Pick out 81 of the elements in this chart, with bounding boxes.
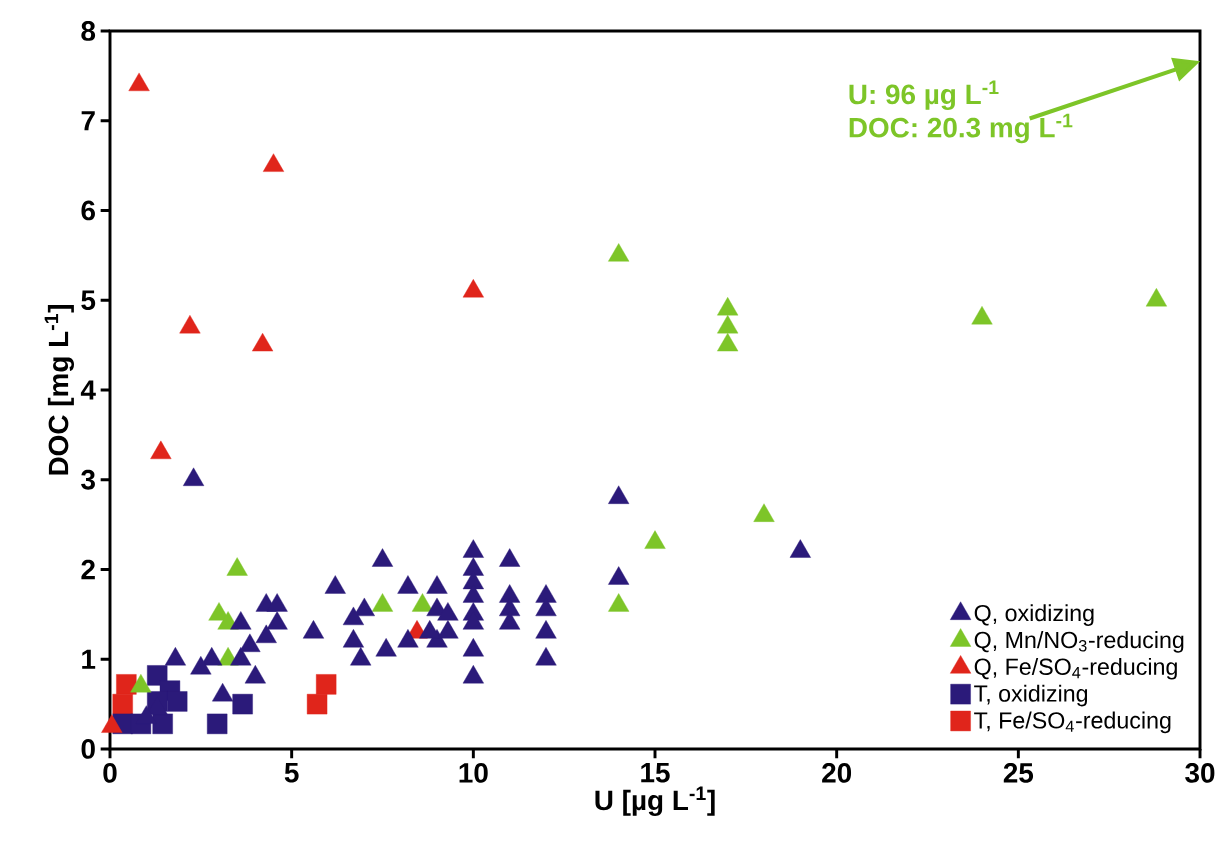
- point: [499, 548, 521, 567]
- x-tick-label: 10: [459, 763, 488, 783]
- point: [1145, 288, 1167, 307]
- x-tick-label: 0: [103, 763, 117, 783]
- point: [201, 647, 223, 666]
- point: [266, 593, 288, 612]
- point: [608, 485, 630, 504]
- point: [230, 611, 252, 630]
- point: [252, 332, 274, 352]
- point: [324, 575, 346, 594]
- point: [608, 566, 630, 585]
- point: [183, 467, 205, 486]
- point: [371, 593, 394, 612]
- point: [397, 575, 419, 594]
- point: [437, 602, 459, 621]
- point: [717, 297, 739, 316]
- point: [971, 306, 993, 325]
- point: [608, 593, 630, 612]
- point: [462, 665, 484, 684]
- point: [717, 315, 739, 334]
- point: [244, 665, 266, 684]
- point: [128, 72, 150, 92]
- point: [789, 539, 811, 558]
- annotation: DOC: 20.3 mg L$^{-1}$: [849, 113, 1073, 144]
- point: [239, 633, 261, 652]
- point: [644, 530, 666, 549]
- point: [375, 638, 397, 657]
- legend-label: Q, Mn/NO$_{3}$-reducing: [974, 631, 1184, 653]
- point: [226, 557, 248, 576]
- point: [350, 647, 372, 666]
- x-tick-label: 20: [822, 763, 852, 783]
- y-tick-label: 1: [82, 649, 96, 669]
- point: [411, 593, 434, 612]
- point: [353, 597, 375, 617]
- annotation: U: 96 µg L$^{-1}$: [849, 80, 999, 110]
- point: [255, 624, 277, 643]
- point: [342, 629, 364, 648]
- x-tick-label: 25: [1003, 763, 1034, 783]
- point: [179, 315, 201, 334]
- y-tick-label: 2: [81, 559, 95, 580]
- point: [397, 629, 419, 648]
- point: [101, 714, 123, 733]
- point: [535, 620, 557, 639]
- point: [342, 606, 364, 626]
- y-tick-label: 0: [81, 739, 95, 759]
- y-tick-label: 7: [81, 111, 95, 131]
- legend-label: T, Fe/SO$_{4}$-reducing: [974, 711, 1171, 734]
- x-tick-label: 5: [284, 763, 299, 783]
- point: [437, 620, 459, 639]
- x-axis-title: U [µg L$^{-1}$]: [595, 786, 715, 816]
- point: [535, 647, 557, 666]
- point: [230, 647, 252, 666]
- point: [608, 243, 630, 262]
- legend-label: Q, Fe/SO$_{4}$-reducing: [974, 657, 1177, 680]
- y-tick-label: 8: [81, 21, 96, 41]
- point: [717, 332, 739, 352]
- point: [499, 584, 521, 603]
- point: [150, 440, 172, 459]
- point: [262, 153, 285, 172]
- legend-label: T, oxidizing: [974, 684, 1088, 707]
- x-tick-label: 30: [1185, 763, 1215, 783]
- point: [462, 279, 484, 298]
- point: [371, 548, 394, 567]
- point: [190, 656, 212, 675]
- point: [302, 620, 325, 639]
- point: [164, 647, 186, 666]
- y-tick-label: 6: [81, 200, 95, 221]
- y-tick-label: 5: [81, 290, 96, 310]
- point: [130, 674, 152, 693]
- legend-label: Q, oxidizing: [974, 604, 1094, 626]
- x-tick-label: 15: [641, 763, 670, 783]
- point: [462, 557, 484, 576]
- y-tick-label: 3: [81, 469, 95, 490]
- y-axis-title: DOC [mg L$^{-1}$]: [44, 305, 75, 475]
- point: [462, 539, 484, 558]
- point: [426, 575, 448, 594]
- y-tick-label: 4: [80, 380, 96, 400]
- point: [753, 503, 775, 522]
- point: [212, 683, 234, 702]
- point: [462, 638, 484, 657]
- point: [266, 611, 288, 630]
